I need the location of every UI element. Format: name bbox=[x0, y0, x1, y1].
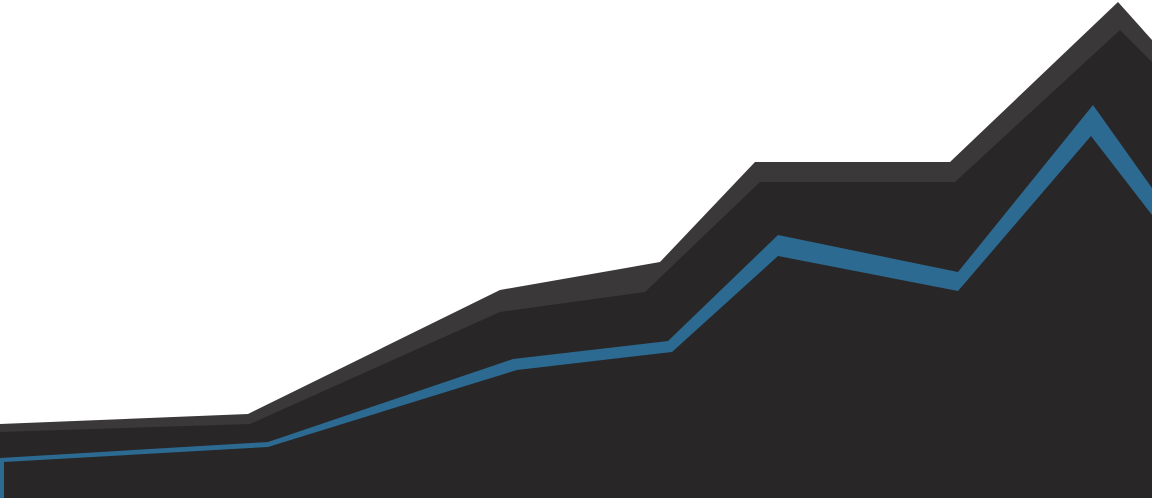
front-ridge-layer bbox=[4, 136, 1152, 498]
